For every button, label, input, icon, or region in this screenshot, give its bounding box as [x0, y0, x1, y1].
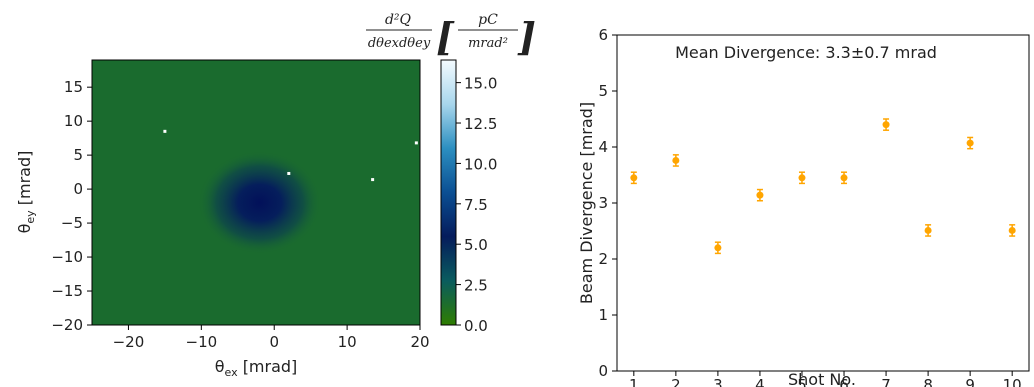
data-point — [756, 191, 764, 199]
colorbar-tick-label: 2.5 — [464, 277, 488, 295]
colorbar-label-denominator: dθexdθey — [368, 36, 431, 51]
heatmap-x-tick-label: −20 — [113, 333, 145, 351]
data-point — [714, 244, 722, 252]
heatmap-frame — [91, 59, 421, 326]
right-bracket-glyph: ] — [517, 14, 536, 59]
hot-pixel — [371, 178, 375, 182]
scatter-points — [630, 118, 1016, 255]
hot-pixel — [414, 141, 418, 145]
heatmap-x-label: θex [mrad] — [215, 357, 298, 379]
colorbar-tick-label: 10.0 — [464, 155, 497, 173]
colorbar-tick-label: 12.5 — [464, 115, 497, 133]
scatter-x-tick-label: 9 — [965, 376, 975, 387]
scatter-y-tick-label: 0 — [598, 362, 608, 380]
data-point — [672, 156, 680, 164]
hot-pixel — [163, 129, 167, 133]
colorbar-unit-denominator: mrad² — [468, 36, 508, 51]
data-point — [798, 174, 806, 182]
data-point — [1008, 226, 1016, 234]
heatmap-y-tick-label: −10 — [51, 248, 83, 266]
scatter-x-tick-label: 4 — [755, 376, 765, 387]
colorbar-label: d²Q dθexdθey [ pC mrad² ] — [366, 12, 536, 59]
left-bracket-glyph: [ — [436, 14, 455, 59]
scatter-x-tick-label: 10 — [1003, 376, 1022, 387]
scatter-y-tick-label: 6 — [598, 26, 608, 44]
scatter-x-label: Shot No. — [788, 370, 856, 387]
data-point — [924, 226, 932, 234]
scatter-x-tick-label: 6 — [839, 376, 849, 387]
scatter-x-tick-label: 8 — [923, 376, 933, 387]
colorbar-tick-label: 5.0 — [464, 236, 488, 254]
scatter-x-tick-label: 7 — [881, 376, 891, 387]
data-point — [882, 121, 890, 129]
heatmap-y-tick-label: −15 — [51, 282, 83, 300]
scatter-frame — [616, 34, 1030, 372]
colorbar-tick-label: 15.0 — [464, 75, 497, 93]
data-point — [966, 139, 974, 147]
scatter-x-tick-label: 5 — [797, 376, 807, 387]
heatmap-x-tick-label: −10 — [186, 333, 218, 351]
scatter-panel: 1 2 3 4 5 6 7 8 9 10 0 1 2 3 4 5 6 Mean Divergence: 3.3… — [577, 26, 1030, 387]
heatmap-y-tick-label: −5 — [61, 214, 83, 232]
heatmap-y-tick-label: 10 — [64, 112, 83, 130]
heatmap-x-tick-label: 20 — [410, 333, 429, 351]
scatter-title: Mean Divergence: 3.3±0.7 mrad — [675, 43, 937, 62]
hot-pixel — [287, 171, 291, 175]
scatter-x-tick-label: 3 — [713, 376, 723, 387]
heatmap-x-tick-label: 0 — [269, 333, 279, 351]
heatmap-panel: −20 −10 0 10 20 −20 −15 −10 −5 0 5 10 15 θex [mrad]… — [15, 12, 536, 379]
hot-pixels — [163, 129, 418, 182]
colorbar-unit-numerator: pC — [478, 12, 498, 28]
scatter-y-tick-label: 2 — [598, 250, 608, 268]
scatter-x-tick-label: 2 — [671, 376, 681, 387]
scatter-y-tick-label: 1 — [598, 306, 608, 324]
data-point — [630, 174, 638, 182]
heatmap-y-tick-label: −20 — [51, 316, 83, 334]
colorbar — [440, 59, 457, 326]
heatmap-x-tick-label: 10 — [338, 333, 357, 351]
colorbar-ticks: 0.0 2.5 5.0 7.5 10.0 12.5 15.0 — [456, 75, 497, 335]
heatmap-y-tick-label: 5 — [73, 146, 83, 164]
colorbar-tick-label: 7.5 — [464, 196, 488, 214]
heatmap-x-ticks: −20 −10 0 10 20 — [113, 325, 430, 351]
scatter-y-tick-label: 4 — [598, 138, 608, 156]
beam-spot — [197, 150, 322, 255]
scatter-y-label: Beam Divergence [mrad] — [577, 102, 596, 304]
scatter-x-tick-label: 1 — [629, 376, 639, 387]
data-point — [840, 174, 848, 182]
scatter-y-tick-label: 5 — [598, 82, 608, 100]
colorbar-tick-label: 0.0 — [464, 317, 488, 335]
heatmap-y-ticks: −20 −15 −10 −5 0 5 10 15 — [51, 78, 92, 334]
scatter-y-ticks: 0 1 2 3 4 5 6 — [598, 26, 617, 380]
heatmap-y-tick-label: 0 — [73, 180, 83, 198]
scatter-x-ticks: 1 2 3 4 5 6 7 8 9 10 — [629, 371, 1022, 387]
heatmap-y-tick-label: 15 — [64, 78, 83, 96]
colorbar-label-numerator: d²Q — [385, 12, 412, 28]
heatmap-y-label: θey [mrad] — [15, 151, 37, 234]
scatter-y-tick-label: 3 — [598, 194, 608, 212]
